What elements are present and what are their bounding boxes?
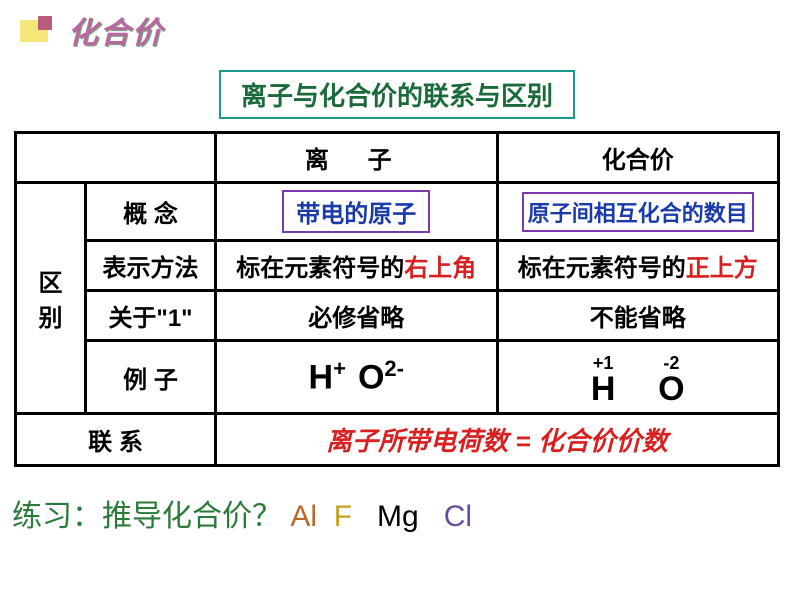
concept-ion-box: 带电的原子 — [282, 190, 430, 233]
practice-label: 练习：推导化合价？ — [12, 500, 282, 533]
col-header-ion: 离 子 — [216, 133, 498, 183]
subtitle-container: 离子与化合价的联系与区别 — [0, 60, 794, 119]
subtitle-text: 离子与化合价的联系与区别 — [241, 81, 553, 111]
row-one-label: 关于"1" — [86, 291, 216, 341]
logo-icon — [20, 16, 60, 44]
row-example-label: 例 子 — [86, 341, 216, 414]
cell-method-ion: 标在元素符号的右上角 — [216, 241, 498, 291]
cell-example-ion: H+ O2- — [216, 341, 498, 414]
cell-relation: 离子所带电荷数 = 化合价价数 — [216, 414, 779, 466]
ion-h: H+ — [309, 356, 346, 397]
valence-h: +1 H — [591, 354, 616, 406]
cell-one-valence: 不能省略 — [497, 291, 779, 341]
cell-concept-valence: 原子间相互化合的数目 — [497, 183, 779, 241]
comparison-table: 离 子 化合价 区 别 概 念 带电的原子 原子间相互化合的数目 表示方法 标在… — [14, 131, 780, 467]
cell-one-ion: 必修省略 — [216, 291, 498, 341]
element-al: Al — [290, 500, 317, 533]
element-f: F — [334, 500, 352, 533]
row-method-label: 表示方法 — [86, 241, 216, 291]
element-cl: Cl — [444, 500, 472, 533]
valence-o: -2 O — [658, 354, 684, 406]
subtitle-box: 离子与化合价的联系与区别 — [219, 70, 575, 119]
practice-row: 练习：推导化合价？ Al F Mg Cl — [0, 467, 794, 535]
page-title: 化合价 — [68, 8, 164, 52]
section-relation: 联 系 — [16, 414, 216, 466]
section-difference: 区 别 — [16, 183, 86, 414]
row-concept-label: 概 念 — [86, 183, 216, 241]
relation-text: 离子所带电荷数 = 化合价价数 — [326, 426, 668, 456]
slide-header: 化合价 — [0, 0, 794, 60]
cell-concept-ion: 带电的原子 — [216, 183, 498, 241]
col-header-valence: 化合价 — [497, 133, 779, 183]
cell-example-valence: +1 H -2 O — [497, 341, 779, 414]
ion-o: O2- — [358, 356, 404, 397]
element-mg: Mg — [377, 500, 419, 533]
cell-method-valence: 标在元素符号的正上方 — [497, 241, 779, 291]
concept-valence-box: 原子间相互化合的数目 — [522, 192, 754, 232]
